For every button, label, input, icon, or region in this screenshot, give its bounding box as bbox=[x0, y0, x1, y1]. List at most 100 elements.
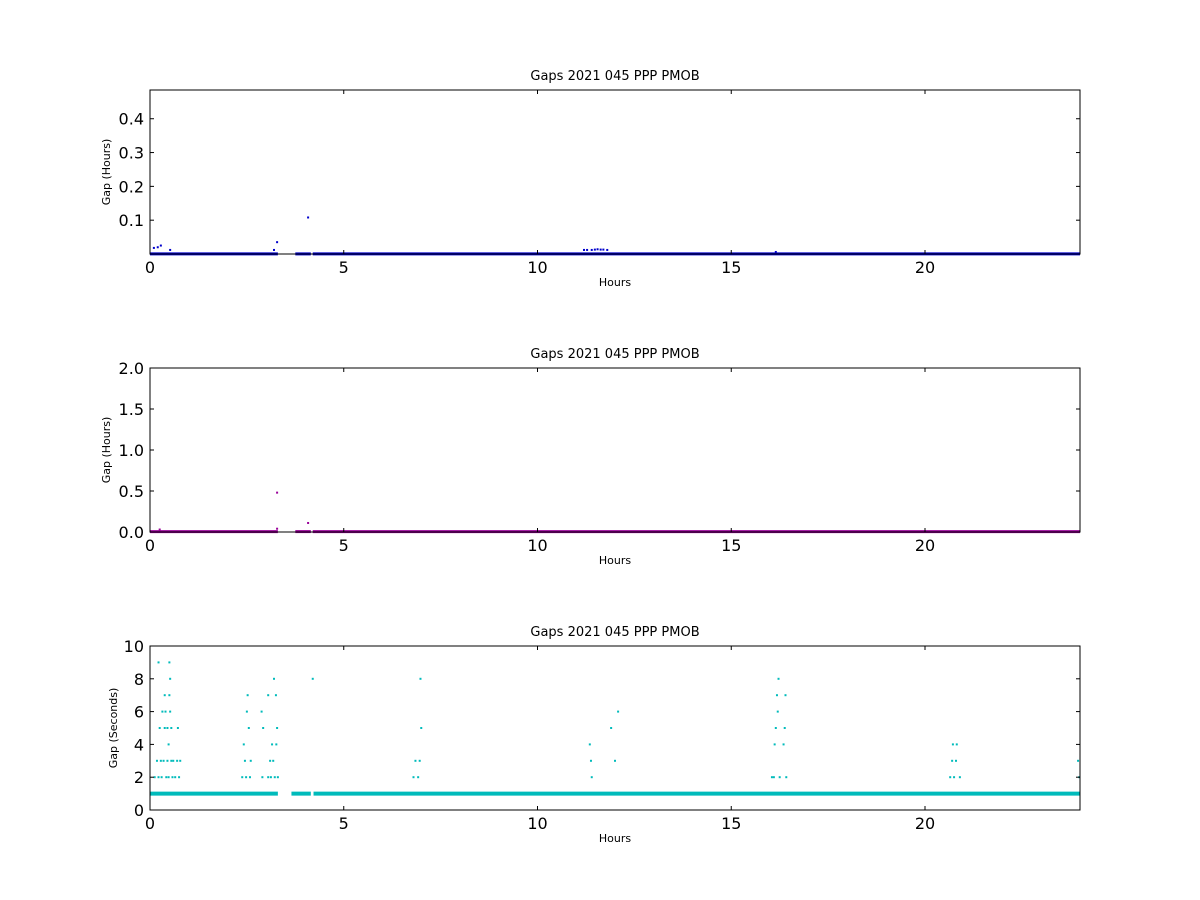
data-point bbox=[168, 661, 171, 664]
data-point bbox=[249, 759, 252, 762]
y-tick-label: 0.5 bbox=[119, 482, 144, 501]
data-point bbox=[166, 727, 169, 729]
data-point bbox=[163, 727, 166, 729]
data-point bbox=[176, 727, 179, 729]
chart-title: Gaps 2021 045 PPP PMOB bbox=[530, 347, 699, 362]
data-point bbox=[418, 759, 421, 762]
data-point bbox=[160, 776, 163, 779]
data-point bbox=[606, 248, 609, 251]
data-point bbox=[778, 776, 781, 779]
data-point bbox=[242, 743, 245, 746]
data-point bbox=[176, 759, 179, 762]
data-point bbox=[247, 727, 250, 729]
data-point bbox=[169, 677, 172, 680]
y-tick-label: 2.0 bbox=[119, 359, 144, 378]
data-point bbox=[269, 776, 272, 779]
y-tick-label: 0.4 bbox=[119, 110, 144, 129]
data-point bbox=[610, 727, 613, 729]
data-point bbox=[167, 743, 170, 746]
x-tick-label: 10 bbox=[527, 258, 547, 277]
x-axis-label: Hours bbox=[599, 554, 631, 567]
data-point bbox=[170, 759, 173, 762]
x-tick-label: 0 bbox=[145, 536, 155, 555]
data-point bbox=[245, 710, 248, 713]
data-point bbox=[955, 759, 957, 762]
data-point bbox=[776, 710, 779, 713]
data-point bbox=[152, 246, 155, 249]
data-point bbox=[245, 776, 248, 779]
data-point bbox=[775, 694, 778, 697]
data-point bbox=[273, 248, 275, 251]
data-point bbox=[951, 743, 954, 746]
data-point bbox=[267, 776, 270, 779]
axes-frame bbox=[149, 89, 1081, 255]
data-point bbox=[593, 248, 596, 251]
chart-title: Gaps 2021 045 PPP PMOB bbox=[530, 69, 699, 84]
x-tick-label: 15 bbox=[721, 258, 741, 277]
x-axis-label: Hours bbox=[599, 276, 631, 289]
data-point bbox=[271, 743, 274, 746]
data-point bbox=[159, 759, 162, 762]
y-tick-label: 1.5 bbox=[119, 400, 144, 419]
x-tick-label: 0 bbox=[145, 814, 155, 833]
y-tick-label: 0 bbox=[134, 801, 144, 820]
axes-frame bbox=[149, 367, 1081, 533]
data-point bbox=[782, 743, 785, 746]
data-point bbox=[163, 694, 166, 697]
data-point bbox=[171, 776, 174, 779]
data-point bbox=[169, 248, 172, 251]
chart-title: Gaps 2021 045 PPP PMOB bbox=[530, 625, 699, 640]
data-point bbox=[307, 216, 310, 219]
data-point bbox=[602, 248, 605, 251]
data-point bbox=[583, 248, 585, 251]
y-tick-label: 1.0 bbox=[119, 441, 144, 460]
data-point bbox=[167, 776, 170, 779]
data-point bbox=[596, 248, 599, 251]
data-point bbox=[276, 241, 279, 244]
data-point bbox=[420, 727, 423, 729]
data-point bbox=[274, 694, 277, 697]
data-point bbox=[170, 727, 173, 729]
data-point bbox=[157, 661, 160, 664]
y-axis-label: Gap (Hours) bbox=[100, 139, 113, 206]
data-point bbox=[588, 743, 591, 746]
data-point bbox=[246, 694, 249, 697]
data-point bbox=[955, 743, 958, 746]
data-point bbox=[164, 710, 167, 713]
data-point bbox=[774, 250, 777, 253]
data-point bbox=[248, 776, 251, 779]
chart-bottom-gap-seconds: 0 5 10 15 20 0 2 4 6 8 10 Gaps 2021 045 PPP PMOB Hou… bbox=[107, 625, 1081, 845]
data-point bbox=[168, 694, 171, 697]
data-point bbox=[774, 727, 777, 729]
y-tick-label: 0.3 bbox=[119, 144, 144, 163]
y-tick-label: 4 bbox=[134, 735, 144, 754]
data-point bbox=[174, 776, 177, 779]
data-point bbox=[617, 710, 620, 713]
data-point bbox=[158, 727, 161, 729]
y-tick-label: 10 bbox=[124, 637, 144, 656]
data-point bbox=[276, 527, 279, 530]
data-point bbox=[614, 759, 616, 762]
data-point bbox=[958, 776, 961, 779]
data-point bbox=[156, 246, 159, 249]
y-tick-label: 0.2 bbox=[119, 177, 144, 196]
data-point bbox=[153, 776, 156, 779]
data-point bbox=[311, 677, 314, 680]
chart-top-gap-hours: 0 5 10 15 20 0.1 0.2 0.3 0.4 Gaps 2021 045 PPP PM… bbox=[100, 69, 1081, 289]
data-point bbox=[1077, 759, 1080, 762]
data-point bbox=[261, 776, 264, 779]
data-point bbox=[599, 248, 602, 251]
data-point bbox=[953, 776, 956, 779]
data-point bbox=[276, 491, 279, 494]
data-point bbox=[273, 677, 275, 680]
y-tick-label: 0.1 bbox=[119, 211, 144, 230]
data-point bbox=[241, 776, 244, 779]
data-point bbox=[162, 759, 165, 762]
x-tick-label: 5 bbox=[339, 258, 349, 277]
data-point bbox=[269, 759, 272, 762]
data-point bbox=[785, 776, 788, 779]
axes-frame bbox=[149, 645, 1081, 811]
x-tick-label: 5 bbox=[339, 814, 349, 833]
x-tick-label: 20 bbox=[915, 814, 935, 833]
